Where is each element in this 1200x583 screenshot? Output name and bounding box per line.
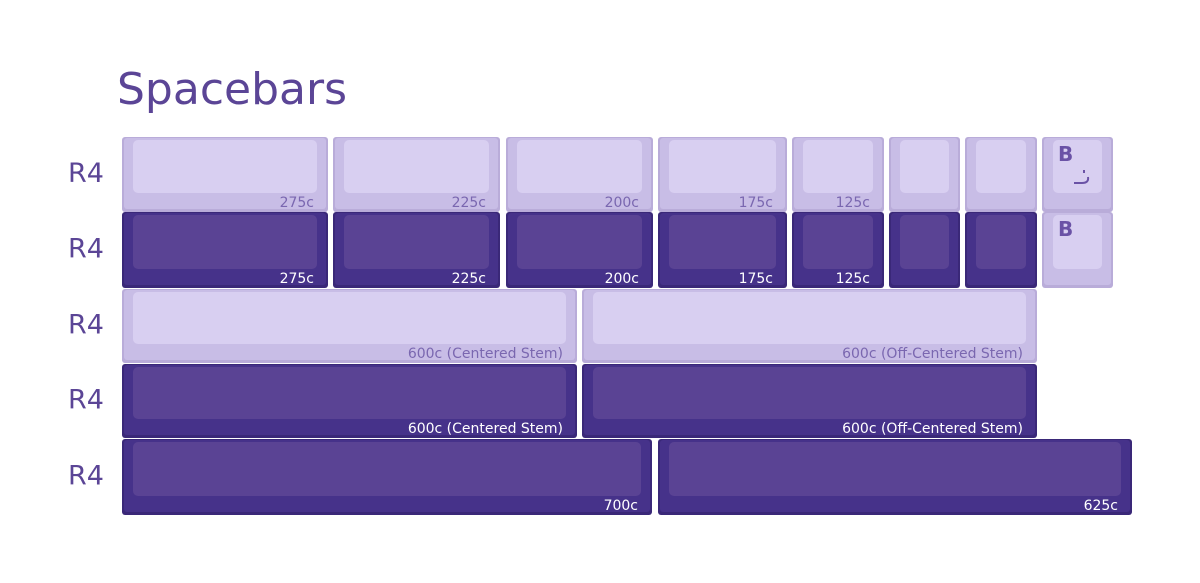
keycap — [965, 137, 1037, 212]
key-legend: B — [1058, 142, 1073, 166]
keycap-top — [669, 442, 1121, 496]
keycap: 700c — [122, 439, 652, 515]
keycap: 200c — [506, 137, 653, 212]
keycap-top — [133, 442, 641, 496]
key-label: 275c — [280, 195, 314, 211]
keycap — [889, 212, 960, 288]
keycap-top — [593, 367, 1026, 419]
title: Spacebars — [117, 64, 347, 115]
keycap-top — [133, 215, 317, 269]
keycap-top — [669, 140, 776, 193]
key-label: 125c — [836, 271, 870, 287]
key-label: 125c — [836, 195, 870, 211]
keycap-top — [1053, 215, 1102, 269]
keycap: 225c — [333, 212, 500, 288]
keycap: 200c — [506, 212, 653, 288]
row-label: R4 — [68, 385, 104, 416]
row-label: R4 — [68, 461, 104, 492]
keycap-top — [976, 215, 1026, 269]
keycap: 125c — [792, 137, 884, 212]
keycap: 600c (Centered Stem) — [122, 289, 577, 363]
keycap-top — [803, 215, 873, 269]
key-legend: B — [1058, 217, 1073, 241]
keycap: B — [1042, 137, 1113, 212]
key-label: 600c (Centered Stem) — [408, 421, 563, 437]
keycap: 175c — [658, 212, 787, 288]
key-label: 175c — [739, 195, 773, 211]
key-label: 600c (Centered Stem) — [408, 346, 563, 362]
key-label: 225c — [452, 271, 486, 287]
key-label: 225c — [452, 195, 486, 211]
keycap-top — [133, 367, 566, 419]
keycap: 600c (Off-Centered Stem) — [582, 364, 1037, 438]
key-label: 200c — [605, 195, 639, 211]
keycap-top — [803, 140, 873, 193]
keycap: 600c (Off-Centered Stem) — [582, 289, 1037, 363]
keycap: 125c — [792, 212, 884, 288]
keycap: B — [1042, 212, 1113, 288]
keycap-top — [900, 215, 949, 269]
keycap-top — [517, 215, 642, 269]
keycap-top — [593, 292, 1026, 344]
keycap-top — [344, 140, 489, 193]
row-label: R4 — [68, 158, 104, 189]
keycap: 275c — [122, 137, 328, 212]
keycap-top — [133, 140, 317, 193]
row-label: R4 — [68, 234, 104, 265]
keycap — [965, 212, 1037, 288]
keycap: 600c (Centered Stem) — [122, 364, 577, 438]
keycap — [889, 137, 960, 212]
keycap: 175c — [658, 137, 787, 212]
key-label: 700c — [604, 498, 638, 514]
keycap-top — [344, 215, 489, 269]
key-label: 275c — [280, 271, 314, 287]
keycap-top — [669, 215, 776, 269]
key-label: 175c — [739, 271, 773, 287]
keycap-top — [133, 292, 566, 344]
keycap-top — [900, 140, 949, 193]
key-label: 600c (Off-Centered Stem) — [842, 346, 1023, 362]
key-label: 600c (Off-Centered Stem) — [842, 421, 1023, 437]
row-label: R4 — [68, 310, 104, 341]
key-label: 200c — [605, 271, 639, 287]
keycap: 225c — [333, 137, 500, 212]
keycap-top — [976, 140, 1026, 193]
keycap-top — [1053, 140, 1102, 193]
key-label: 625c — [1084, 498, 1118, 514]
legend-icon — [1074, 170, 1090, 184]
keycap: 275c — [122, 212, 328, 288]
keycap: 625c — [658, 439, 1132, 515]
keycap-top — [517, 140, 642, 193]
